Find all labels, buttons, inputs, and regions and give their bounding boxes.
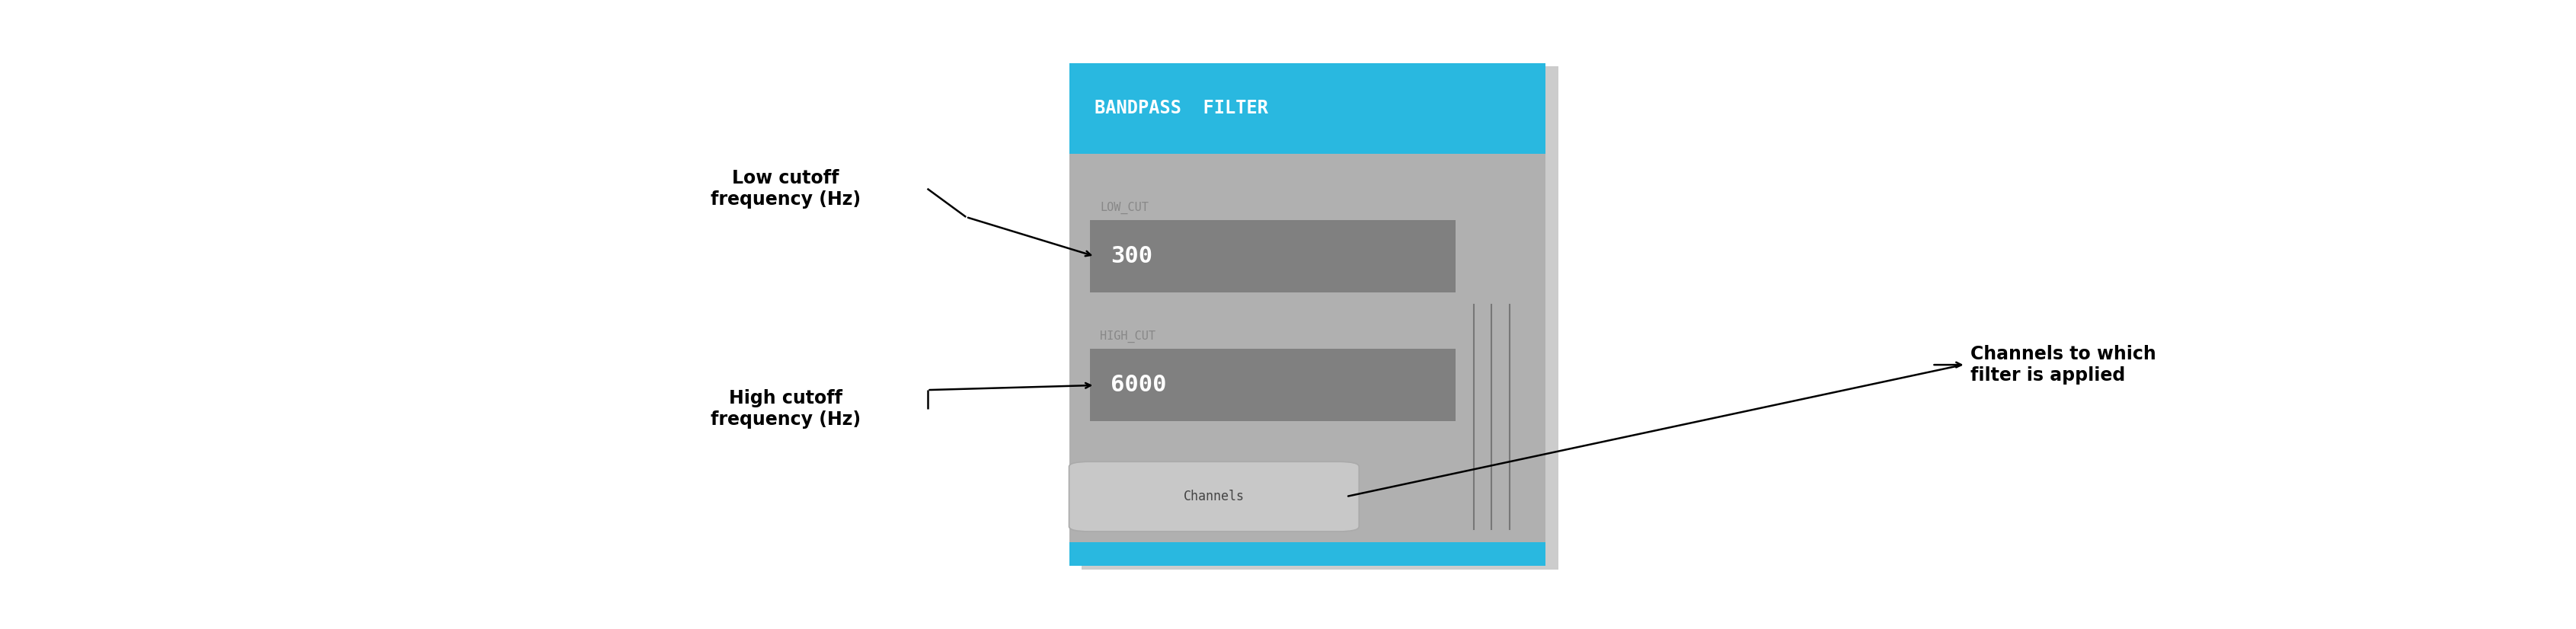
- Text: Channels: Channels: [1182, 490, 1244, 503]
- FancyBboxPatch shape: [1082, 66, 1558, 569]
- FancyBboxPatch shape: [1069, 63, 1546, 154]
- Text: 300: 300: [1110, 245, 1151, 267]
- FancyBboxPatch shape: [1090, 220, 1455, 292]
- Text: HIGH_CUT: HIGH_CUT: [1100, 330, 1157, 343]
- Text: BANDPASS  FILTER: BANDPASS FILTER: [1095, 99, 1267, 118]
- FancyBboxPatch shape: [1069, 462, 1360, 532]
- FancyBboxPatch shape: [1090, 349, 1455, 421]
- FancyBboxPatch shape: [1069, 63, 1546, 566]
- Text: Low cutoff
frequency (Hz): Low cutoff frequency (Hz): [711, 169, 860, 208]
- FancyBboxPatch shape: [1069, 542, 1546, 566]
- Text: LOW_CUT: LOW_CUT: [1100, 201, 1149, 214]
- Text: High cutoff
frequency (Hz): High cutoff frequency (Hz): [711, 389, 860, 428]
- Text: Channels to which
filter is applied: Channels to which filter is applied: [1971, 345, 2156, 384]
- Text: 6000: 6000: [1110, 374, 1167, 396]
